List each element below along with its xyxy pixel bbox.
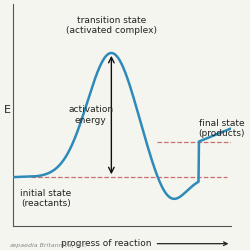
Text: transition state
(activated complex): transition state (activated complex) [66,16,157,35]
Text: progress of reaction: progress of reaction [61,239,227,248]
Text: æpaedia Britannica, Inc.: æpaedia Britannica, Inc. [10,244,87,248]
Y-axis label: E: E [4,105,11,115]
Text: final state
(products): final state (products) [198,119,245,138]
Text: activation
energy: activation energy [68,105,113,125]
Text: initial state
(reactants): initial state (reactants) [20,189,72,208]
